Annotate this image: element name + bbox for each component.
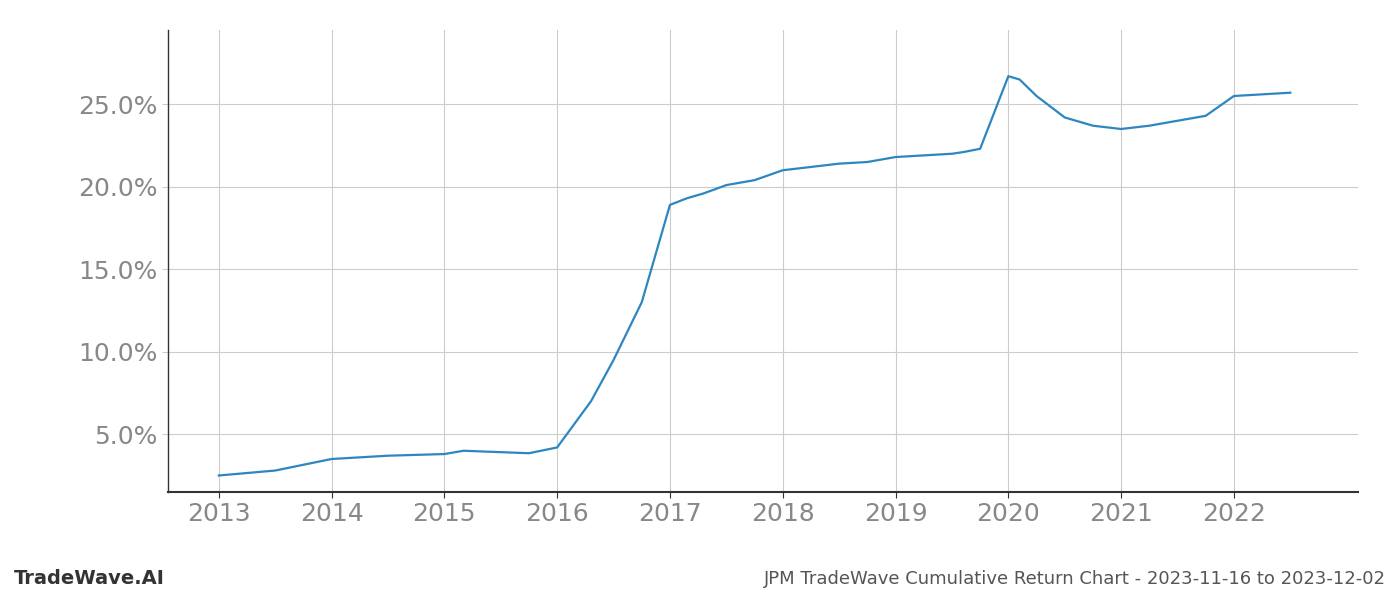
Text: TradeWave.AI: TradeWave.AI xyxy=(14,569,165,588)
Text: JPM TradeWave Cumulative Return Chart - 2023-11-16 to 2023-12-02: JPM TradeWave Cumulative Return Chart - … xyxy=(764,570,1386,588)
